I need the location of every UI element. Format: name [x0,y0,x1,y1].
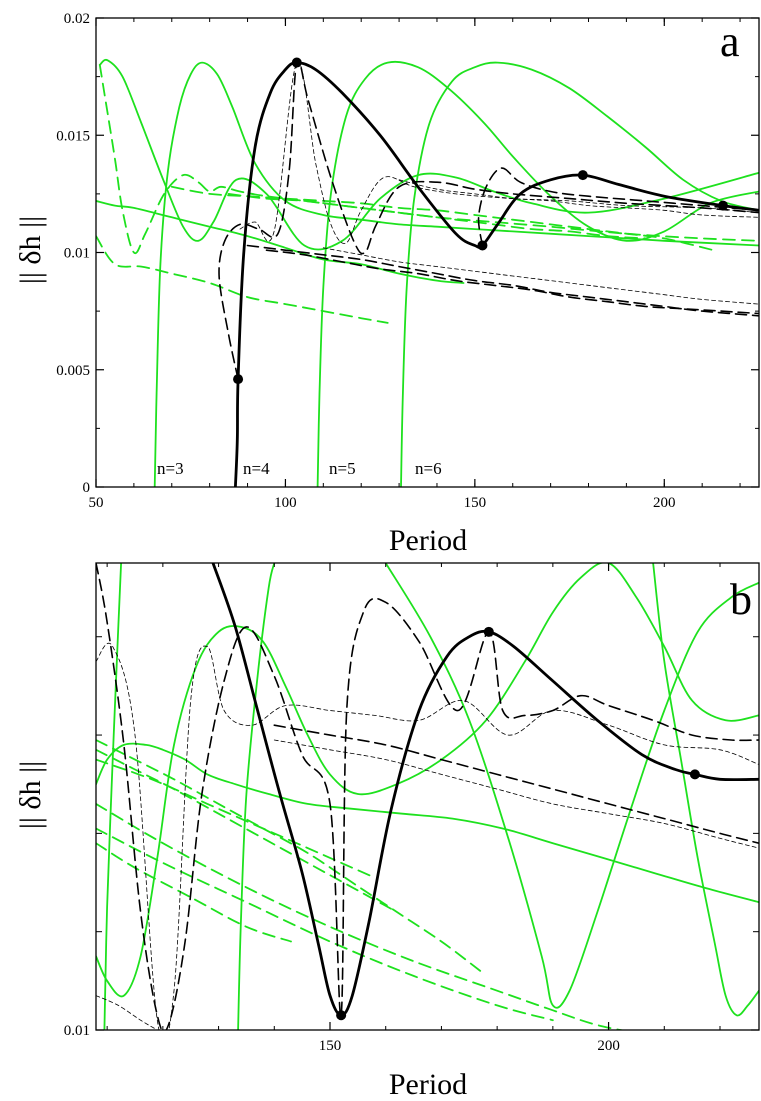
x-axis-title-a: Period [389,524,467,557]
series-line-11 [103,563,122,1030]
series-line-13 [96,200,465,284]
plot-frame [95,17,760,488]
y-axis-title-a: || δh || [14,216,47,284]
series-line-15 [96,235,389,324]
data-point-2 [483,626,494,637]
y-tick-label: 0.01 [64,246,90,262]
x-tick-label: 50 [89,495,104,511]
series-line-11 [400,61,759,487]
series-line-9 [153,61,759,487]
series-line-17 [96,842,292,943]
y-tick-label: 0 [83,480,91,496]
data-point-3 [477,240,488,251]
series-line-14 [98,64,759,255]
annotation-n6: n=6 [415,459,442,478]
panel-b-axes: 150 200 0.01 [64,562,760,1054]
panel-b-points [336,626,700,1021]
series-line-12 [98,58,759,251]
series-line-10 [652,563,759,1017]
y-axis-title-b: || δh || [14,761,47,829]
panel-b-curves [96,563,759,1030]
series-line-8 [96,742,759,904]
x-tick-label: 150 [464,495,487,511]
x-axis-title-b: Period [389,1068,467,1101]
series-line-13 [96,739,482,972]
series-line-18 [96,758,376,879]
data-point-2 [291,57,302,68]
y-tick-label: 0.005 [56,363,90,379]
panel-a-curves [96,58,759,487]
series-line-2 [96,563,759,1030]
panel-label-b: b [730,575,752,624]
y-tick-label: 0.02 [64,11,90,27]
data-point-3 [689,769,700,780]
data-point-1 [233,374,244,385]
panel-a: 50 100 150 200 0 0.005 0.01 0.015 0.02 n=3 n=4 n… [14,11,760,557]
plot-frame [95,562,760,1031]
series-line-4 [273,724,759,844]
series-line-8 [398,179,759,218]
series-line-1 [234,61,759,487]
series-line-5 [265,249,759,315]
x-tick-label: 100 [274,495,297,511]
series-line-17 [227,193,647,240]
series-line-7 [96,563,759,998]
series-line-6 [96,995,158,1030]
series-line-10 [316,60,759,487]
series-line-3 [96,642,759,1030]
annotation-n4: n=4 [243,459,270,478]
data-point-1 [336,1010,347,1021]
panel-b: 150 200 0.01 b Period || δh || [14,562,760,1101]
series-line-16 [96,827,554,1022]
series-line-9 [384,563,759,1009]
x-tick-label: 150 [319,1038,342,1054]
series-line-15 [96,803,626,1030]
annotation-n5: n=5 [329,459,356,478]
x-tick-label: 200 [597,1038,620,1054]
y-tick-label: 0.015 [56,128,90,144]
series-line-4 [246,244,759,317]
x-tick-label: 200 [653,495,676,511]
panel-a-points [233,57,729,385]
y-tick-label: 0.01 [64,1023,90,1039]
panel-a-axes: 50 100 150 200 0 0.005 0.01 0.015 0.02 [56,11,760,511]
series-line-3 [477,167,759,247]
series-line-1 [211,563,759,1017]
series-line-7 [322,247,759,305]
annotation-n3: n=3 [157,459,184,478]
series-line-12 [237,563,276,1030]
data-point-5 [718,200,729,211]
series-line-5 [273,739,759,849]
series-line-2 [218,59,759,380]
panel-label-a: a [720,17,740,66]
series-line-6 [239,61,759,244]
data-point-4 [577,170,588,181]
